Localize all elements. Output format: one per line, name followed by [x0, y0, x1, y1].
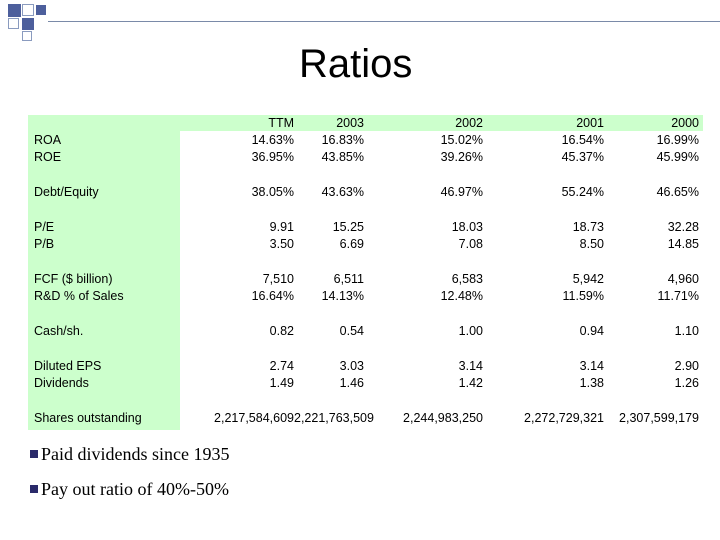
table-cell: 8.50: [579, 237, 604, 251]
slide-title: Ratios: [299, 42, 413, 86]
corner-square-2: [22, 4, 34, 16]
table-cell: 2,244,983,250: [403, 411, 483, 425]
table-cell: 2.74: [269, 359, 294, 373]
table-cell: 18.73: [572, 220, 604, 234]
table-cell: 6,511: [333, 272, 364, 286]
table-cell: 1.26: [674, 376, 699, 390]
table-cell: 7,510: [262, 272, 294, 286]
table-cell: 11.71%: [657, 289, 699, 303]
row-label: P/E: [34, 220, 55, 234]
col-header-2001: 2001: [576, 116, 604, 130]
table-cell: 0.94: [579, 324, 604, 338]
bullet-item: Pay out ratio of 40%-50%: [30, 478, 229, 500]
row-label: Shares outstanding: [34, 411, 142, 425]
row-label: Debt/Equity: [34, 185, 99, 199]
table-cell: 6,583: [451, 272, 483, 286]
table-cell: 2,217,584,609: [214, 411, 294, 425]
row-label: ROE: [34, 150, 62, 164]
header-row-bg: [180, 115, 703, 131]
table-cell: 14.63%: [251, 133, 294, 147]
table-cell: 0.54: [339, 324, 364, 338]
table-cell: 4,960: [667, 272, 699, 286]
table-cell: 3.03: [339, 359, 364, 373]
table-cell: 55.24%: [561, 185, 604, 199]
table-cell: 16.99%: [656, 133, 699, 147]
row-label: P/B: [34, 237, 55, 251]
col-header-ttm: TTM: [268, 116, 294, 130]
row-label: Cash/sh.: [34, 324, 84, 338]
table-cell: 2.90: [674, 359, 699, 373]
table-cell: 2,221,763,509: [294, 411, 374, 425]
table-cell: 3.14: [458, 359, 483, 373]
table-cell: 3.50: [269, 237, 294, 251]
corner-square-3: [36, 5, 46, 15]
table-cell: 1.38: [579, 376, 604, 390]
ratios-table: TTM 2003 2002 2001 2000 ROA 14.63% 16.83% 1…: [28, 115, 703, 430]
table-cell: 11.59%: [562, 289, 604, 303]
col-header-2002: 2002: [455, 116, 483, 130]
col-header-2000: 2000: [671, 116, 699, 130]
table-cell: 12.48%: [440, 289, 483, 303]
table-cell: 1.49: [269, 376, 294, 390]
table-cell: 5,942: [572, 272, 604, 286]
corner-square-5: [22, 18, 34, 30]
table-cell: 36.95%: [251, 150, 294, 164]
table-cell: 14.13%: [321, 289, 364, 303]
corner-square-1: [8, 4, 21, 17]
table-cell: 1.42: [458, 376, 483, 390]
table-cell: 1.00: [458, 324, 483, 338]
corner-square-4: [8, 18, 19, 29]
table-cell: 38.05%: [251, 185, 294, 199]
row-label: FCF ($ billion): [34, 272, 113, 286]
table-cell: 45.99%: [656, 150, 699, 164]
col-header-2003: 2003: [336, 116, 364, 130]
table-cell: 46.65%: [656, 185, 699, 199]
table-cell: 46.97%: [440, 185, 483, 199]
table-cell: 39.26%: [440, 150, 483, 164]
bullet-text: Paid dividends since 1935: [41, 444, 230, 464]
table-cell: 1.46: [339, 376, 364, 390]
table-cell: 7.08: [458, 237, 483, 251]
table-cell: 16.64%: [251, 289, 294, 303]
row-label: Diluted EPS: [34, 359, 102, 373]
table-cell: 45.37%: [561, 150, 604, 164]
square-bullet-icon: [30, 450, 38, 458]
table-cell: 43.63%: [321, 185, 364, 199]
table-cell: 15.02%: [440, 133, 483, 147]
table-cell: 16.83%: [321, 133, 364, 147]
table-cell: 16.54%: [561, 133, 604, 147]
corner-square-6: [22, 31, 32, 41]
row-label: ROA: [34, 133, 62, 147]
table-cell: 18.03: [451, 220, 483, 234]
bullet-item: Paid dividends since 1935: [30, 443, 229, 465]
row-label: Dividends: [34, 376, 89, 390]
table-cell: 32.28: [667, 220, 699, 234]
table-cell: 3.14: [579, 359, 604, 373]
table-cell: 0.82: [269, 324, 294, 338]
table-cell: 15.25: [332, 220, 364, 234]
table-cell: 2,272,729,321: [524, 411, 604, 425]
table-cell: 9.91: [269, 220, 294, 234]
square-bullet-icon: [30, 485, 38, 493]
label-column-bg: [28, 115, 180, 430]
header-rule: [48, 21, 720, 22]
table-cell: 43.85%: [321, 150, 364, 164]
table-cell: 14.85: [667, 237, 699, 251]
table-cell: 6.69: [339, 237, 364, 251]
table-cell: 2,307,599,179: [619, 411, 699, 425]
bullet-text: Pay out ratio of 40%-50%: [41, 479, 229, 499]
row-label: R&D % of Sales: [34, 289, 124, 303]
table-cell: 1.10: [674, 324, 699, 338]
